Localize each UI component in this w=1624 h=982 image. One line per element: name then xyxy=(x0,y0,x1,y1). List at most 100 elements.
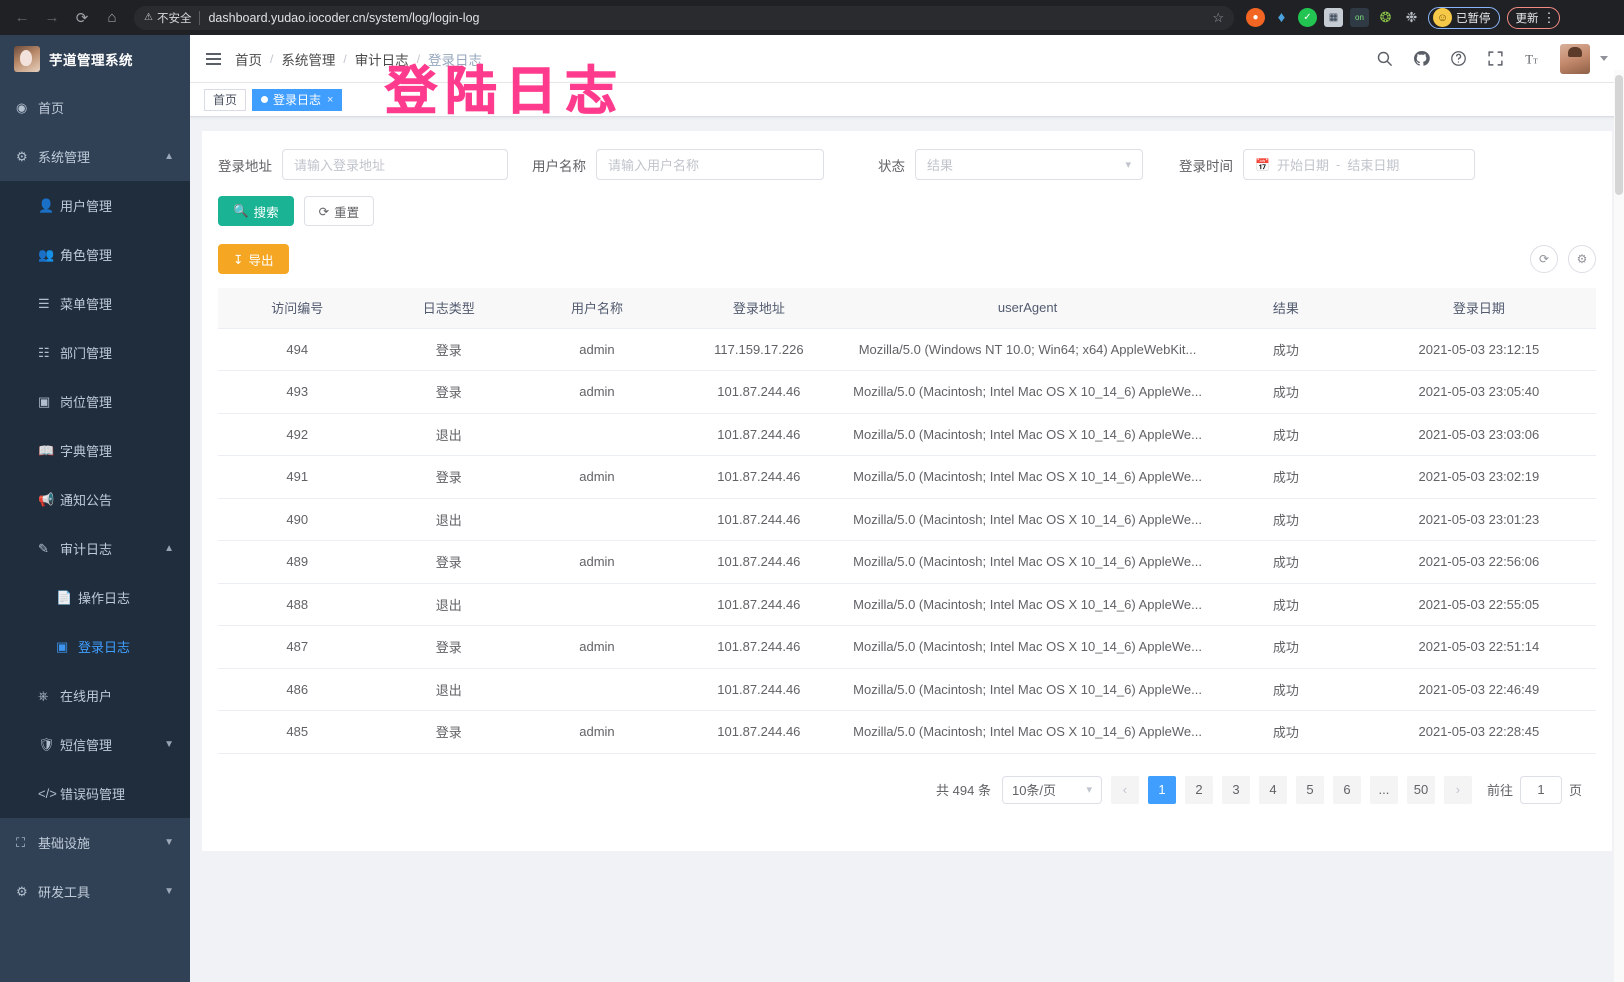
reset-button[interactable]: ⟳ 重置 xyxy=(303,196,375,226)
reload-icon[interactable]: ⟳ xyxy=(75,9,89,27)
export-button[interactable]: ↧ 导出 xyxy=(218,244,289,274)
total-count-label: 共 494 条 xyxy=(936,783,991,798)
sidebar-item-error-code[interactable]: </> 错误码管理 xyxy=(0,769,190,818)
chevron-down-icon[interactable] xyxy=(1600,56,1608,61)
kebab-menu-icon[interactable]: ⋮ xyxy=(1542,10,1556,25)
extension-icon-orange[interactable]: ● xyxy=(1246,8,1265,27)
cell-user-agent: Mozilla/5.0 (Macintosh; Intel Mac OS X 1… xyxy=(844,625,1211,669)
search-button[interactable]: 🔍 搜索 xyxy=(218,196,294,226)
page-size-select[interactable]: 10条/页 ▾ xyxy=(1001,775,1102,804)
login-address-input[interactable]: 请输入登录地址 xyxy=(282,149,508,180)
page-button-6[interactable]: 6 xyxy=(1332,775,1361,804)
cell-user-agent: Mozilla/5.0 (Macintosh; Intel Mac OS X 1… xyxy=(844,413,1211,456)
breadcrumb: 首页 / 系统管理 / 审计日志 / 登录日志 xyxy=(235,49,482,69)
table-row[interactable]: 491 登录 admin 101.87.244.46 Mozilla/5.0 (Maci… xyxy=(218,455,1596,499)
search-form: 登录地址 请输入登录地址 用户名称 请输入用户名称 状态 结果 ▾ xyxy=(218,145,1596,180)
status-select[interactable]: 结果 ▾ xyxy=(915,149,1143,180)
sidebar-item-infrastructure[interactable]: ⛶ 基础设施 ▼ xyxy=(0,818,190,867)
sidebar-item-login-log[interactable]: ▣ 登录日志 xyxy=(0,622,190,671)
table-tools: ⟳ ⚙ xyxy=(1530,245,1596,273)
sidebar-item-label: 操作日志 xyxy=(78,591,131,606)
sidebar-item-user-mgmt[interactable]: 👤 用户管理 xyxy=(0,181,190,230)
table-row[interactable]: 490 退出 101.87.244.46 Mozilla/5.0 (Macintosh… xyxy=(218,498,1596,541)
breadcrumb-item-2[interactable]: 系统管理 xyxy=(281,52,336,68)
sidebar-item-online-user[interactable]: ⎈ 在线用户 xyxy=(0,671,190,720)
paused-status-pill[interactable]: ☺ 已暂停 xyxy=(1428,6,1500,29)
breadcrumb-item-1[interactable]: 首页 xyxy=(235,52,262,68)
cell-log-type: 登录 xyxy=(376,540,522,584)
sidebar-item-operation-log[interactable]: 📄 操作日志 xyxy=(0,573,190,622)
table-header-row: 访问编号 日志类型 用户名称 登录地址 userAgent 结果 登录日期 xyxy=(218,288,1596,329)
cell-result: 成功 xyxy=(1210,328,1362,371)
search-icon[interactable] xyxy=(1375,49,1394,68)
table-row[interactable]: 493 登录 admin 101.87.244.46 Mozilla/5.0 (Maci… xyxy=(218,370,1596,414)
sidebar-submenu-system: 👤 用户管理 👥 角色管理 ☰ 菜单管理 ☷ 部门管理 ▣ 岗位管理 xyxy=(0,181,190,818)
tag-view-home[interactable]: 首页 xyxy=(204,88,247,111)
page-button-3[interactable]: 3 xyxy=(1221,775,1250,804)
hamburger-icon[interactable] xyxy=(206,52,221,65)
cell-access-id: 490 xyxy=(218,498,377,541)
extension-icon-diamond[interactable]: ♦ xyxy=(1277,9,1286,26)
forward-arrow-icon[interactable]: → xyxy=(44,9,60,26)
login-address-label: 登录地址 xyxy=(218,158,272,174)
table-row[interactable]: 494 登录 admin 117.159.17.226 Mozilla/5.0 (Win… xyxy=(218,328,1596,371)
username-input[interactable]: 请输入用户名称 xyxy=(596,149,824,180)
table-row[interactable]: 486 退出 101.87.244.46 Mozilla/5.0 (Macintosh… xyxy=(218,668,1596,711)
jump-page-input[interactable]: 1 xyxy=(1519,775,1562,804)
extension-icon-leaf[interactable]: ❂ xyxy=(1379,9,1392,25)
update-pill[interactable]: 更新 ⋮ xyxy=(1506,6,1560,29)
star-icon[interactable]: ☆ xyxy=(1212,9,1224,25)
sidebar-item-role-mgmt[interactable]: 👥 角色管理 xyxy=(0,230,190,279)
sidebar-item-home[interactable]: ◉ 首页 xyxy=(0,83,190,132)
home-icon[interactable]: ⌂ xyxy=(107,9,117,26)
column-settings-icon[interactable]: ⚙ xyxy=(1568,245,1596,273)
table-row[interactable]: 492 退出 101.87.244.46 Mozilla/5.0 (Macintosh… xyxy=(218,413,1596,456)
sidebar-item-notice[interactable]: 📢 通知公告 xyxy=(0,475,190,524)
page-button-2[interactable]: 2 xyxy=(1184,775,1213,804)
page-scrollbar-thumb[interactable] xyxy=(1615,75,1623,195)
sidebar-item-audit-log[interactable]: ✎ 审计日志 ▲ xyxy=(0,524,190,573)
tag-view-login-log[interactable]: 登录日志 × xyxy=(252,88,343,111)
avatar[interactable] xyxy=(1560,43,1590,74)
page-button-4[interactable]: 4 xyxy=(1258,775,1287,804)
cell-result: 成功 xyxy=(1210,668,1362,711)
extension-icon-green[interactable]: ✓ xyxy=(1298,8,1317,27)
table-row[interactable]: 485 登录 admin 101.87.244.46 Mozilla/5.0 (Maci… xyxy=(218,710,1596,754)
calendar-icon: 📅 xyxy=(1255,157,1270,172)
cell-log-type: 登录 xyxy=(376,455,522,499)
refresh-icon[interactable]: ⟳ xyxy=(1530,245,1558,273)
page-button-1[interactable]: 1 xyxy=(1147,775,1176,804)
sidebar-item-dict-mgmt[interactable]: 📖 字典管理 xyxy=(0,426,190,475)
close-icon[interactable]: × xyxy=(327,93,334,106)
sidebar-item-menu-mgmt[interactable]: ☰ 菜单管理 xyxy=(0,279,190,328)
page-button-50[interactable]: 50 xyxy=(1406,775,1435,804)
github-icon[interactable] xyxy=(1412,49,1431,68)
back-arrow-icon[interactable]: ← xyxy=(14,9,30,26)
fullscreen-icon[interactable] xyxy=(1486,49,1505,68)
extension-icon-on[interactable]: on xyxy=(1350,8,1369,27)
cell-result: 成功 xyxy=(1210,413,1362,456)
extension-icon-grid[interactable]: ▦ xyxy=(1324,8,1343,27)
address-bar[interactable]: ⚠ 不安全 dashboard.yudao.iocoder.cn/system/… xyxy=(134,5,1234,30)
reset-button-label: 重置 xyxy=(334,205,360,220)
cell-login-addr: 101.87.244.46 xyxy=(672,540,845,584)
next-page-button[interactable]: › xyxy=(1443,775,1472,804)
page-scrollbar-track[interactable] xyxy=(1614,70,1624,982)
sidebar-item-dev-tools[interactable]: ⚙ 研发工具 ▼ xyxy=(0,867,190,916)
sidebar-item-dept-mgmt[interactable]: ☷ 部门管理 xyxy=(0,328,190,377)
breadcrumb-item-3[interactable]: 审计日志 xyxy=(354,52,409,68)
sidebar-brand[interactable]: 芋道管理系统 xyxy=(0,35,190,83)
page-button-5[interactable]: 5 xyxy=(1295,775,1324,804)
sidebar-item-post-mgmt[interactable]: ▣ 岗位管理 xyxy=(0,377,190,426)
page-ellipsis[interactable]: ... xyxy=(1369,775,1398,804)
table-row[interactable]: 487 登录 admin 101.87.244.46 Mozilla/5.0 (Maci… xyxy=(218,625,1596,669)
sidebar-item-sms-mgmt[interactable]: 🛡 短信管理 ▼ xyxy=(0,720,190,769)
help-icon[interactable] xyxy=(1449,49,1468,68)
table-row[interactable]: 488 退出 101.87.244.46 Mozilla/5.0 (Macintosh… xyxy=(218,583,1596,626)
prev-page-button[interactable]: ‹ xyxy=(1110,775,1139,804)
sidebar-item-system[interactable]: ⚙ 系统管理 ▲ xyxy=(0,132,190,181)
login-time-daterange[interactable]: 📅 开始日期 - 结束日期 xyxy=(1243,149,1475,180)
extension-icon-puzzle[interactable]: ❉ xyxy=(1405,9,1418,25)
table-row[interactable]: 489 登录 admin 101.87.244.46 Mozilla/5.0 (Maci… xyxy=(218,540,1596,584)
